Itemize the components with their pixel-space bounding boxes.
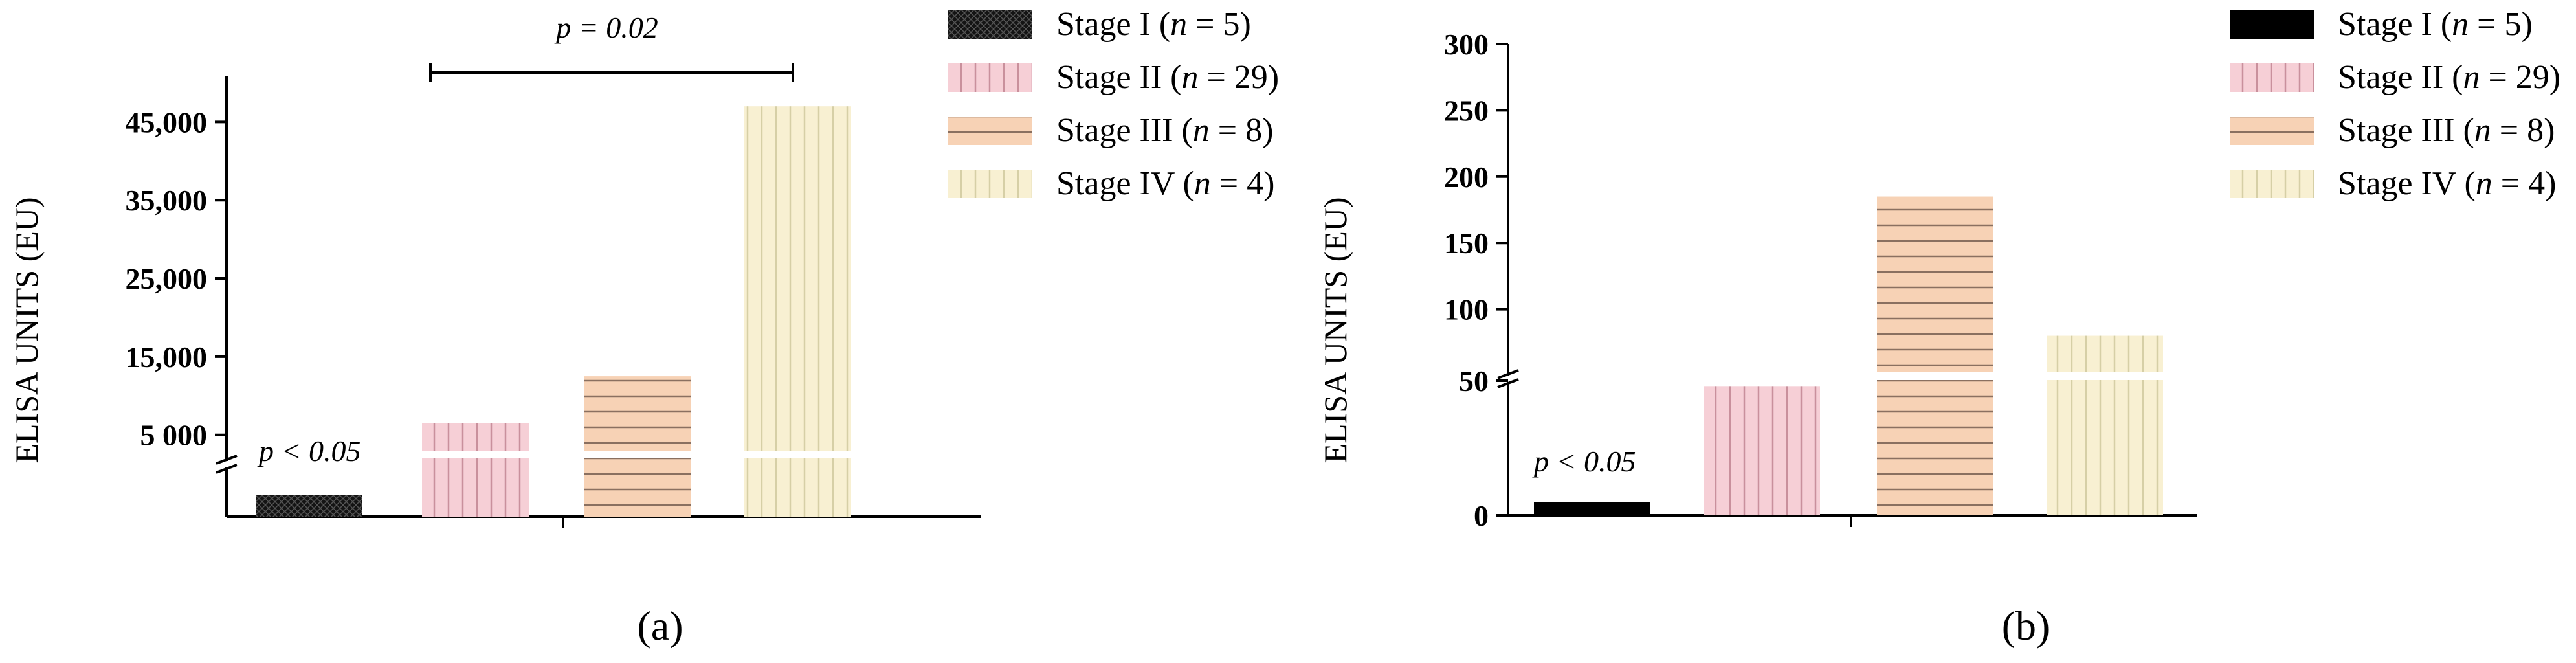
legend-swatch-4: [948, 170, 1032, 198]
y-tick-label-b-7: 300: [1444, 28, 1489, 61]
legend-b: Stage I (n = 5) Stage II (n = 29) Stage II…: [2230, 6, 2560, 202]
y-tick-label-a-2: 15,000: [126, 341, 208, 374]
legend-label-1: Stage I (n = 5): [1056, 6, 1251, 43]
y-tick-label-a-1: 5 000: [140, 419, 208, 452]
bar-break-gap-a-2: [419, 451, 531, 458]
y-tick-labels-b: 0 50 100 150 200 250 300: [1444, 28, 1489, 532]
bar-p-value-b: p < 0.05: [1532, 445, 1636, 478]
legend-label-2: Stage II (n = 29): [1056, 59, 1279, 96]
y-tick-label-b-2: 50: [1459, 365, 1489, 398]
legend-label-3: Stage III (n = 8): [1056, 112, 1273, 149]
axis-break-a: [216, 456, 237, 473]
y-tick-label-a-4: 35,000: [126, 184, 208, 217]
legend-swatch-4: [2230, 170, 2314, 198]
legend-swatch-2: [948, 63, 1032, 92]
legend-swatch-2: [2230, 63, 2314, 92]
significance-bracket-a: [430, 63, 793, 82]
bar-break-gap-a-3: [582, 451, 694, 458]
bar-b-stage-1: [1534, 502, 1650, 515]
y-axis-title-a: ELISA UNITS (EU): [8, 197, 45, 463]
legend-label-4: Stage IV (n = 4): [2338, 165, 2556, 202]
y-tick-label-b-3: 100: [1444, 293, 1489, 326]
legend-label-2: Stage II (n = 29): [2338, 59, 2560, 96]
y-tick-label-b-6: 250: [1444, 94, 1489, 127]
bar-break-gap-a-4: [742, 451, 854, 458]
y-tick-label-a-3: 25,000: [126, 262, 208, 295]
y-tick-label-b-5: 200: [1444, 161, 1489, 194]
y-tick-labels-a: 5 000 15,000 25,000 35,000 45,000: [126, 106, 208, 451]
axis-break-b: [1498, 370, 1518, 387]
legend-label-4: Stage IV (n = 4): [1056, 165, 1274, 202]
legend-a: Stage I (n = 5) Stage II (n = 29) Stage II…: [948, 6, 1279, 202]
legend-swatch-1: [948, 10, 1032, 39]
legend-label-3: Stage III (n = 8): [2338, 112, 2555, 149]
bar-p-value-a: p < 0.05: [257, 434, 361, 467]
bar-a-stage-1: [256, 495, 362, 517]
legend-swatch-1: [2230, 10, 2314, 39]
legend-label-1: Stage I (n = 5): [2338, 6, 2533, 43]
bar-break-gap-b-4: [2044, 372, 2166, 380]
bar-break-gap-b-3: [1874, 372, 1996, 380]
legend-swatch-3: [2230, 117, 2314, 145]
bar-b-stage-4: [2047, 336, 2163, 515]
panel-a: ELISA UNITS (EU) 5 000 15,000 25,000 35,000…: [8, 6, 1279, 649]
bar-a-stage-3: [584, 376, 691, 517]
panel-label-b: (b): [2002, 603, 2050, 649]
bar-b-stage-3: [1877, 197, 1993, 515]
legend-swatch-3: [948, 117, 1032, 145]
panel-b: ELISA UNITS (EU) 0 50 100 150 200 250 300 p < …: [1317, 6, 2560, 649]
bar-a-stage-2: [422, 423, 529, 517]
panel-label-a: (a): [637, 603, 683, 649]
y-axis-title-b: ELISA UNITS (EU): [1317, 197, 1353, 463]
y-tick-label-b-1: 0: [1474, 499, 1489, 532]
y-tick-label-b-4: 150: [1444, 227, 1489, 260]
bar-b-stage-2: [1704, 386, 1820, 515]
bracket-p-value-a: p = 0.02: [554, 11, 658, 44]
y-tick-label-a-5: 45,000: [126, 106, 208, 139]
